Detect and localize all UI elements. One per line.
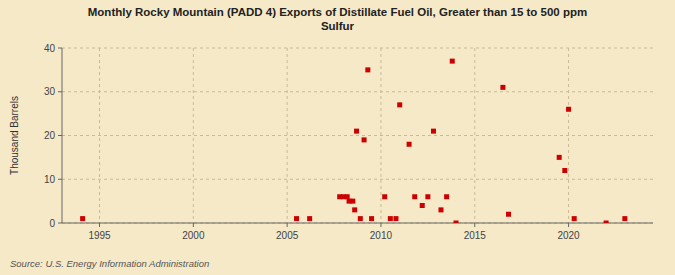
y-axis-line	[62, 48, 63, 223]
point	[506, 212, 511, 217]
point	[412, 194, 417, 199]
tick-label: 2005	[276, 230, 299, 241]
point	[420, 203, 425, 208]
grid-line	[474, 48, 475, 223]
grid-line	[193, 48, 194, 223]
grid-line	[62, 179, 653, 180]
grid-line	[380, 48, 381, 223]
point	[350, 199, 355, 204]
point	[365, 67, 370, 72]
tick	[58, 48, 62, 49]
point	[572, 216, 577, 221]
point	[566, 107, 571, 112]
point	[358, 216, 363, 221]
grid-line	[62, 223, 653, 224]
point	[382, 194, 387, 199]
grid-line	[62, 135, 653, 136]
point	[369, 216, 374, 221]
point	[604, 221, 609, 224]
tick-label: 30	[44, 86, 56, 97]
x-axis-line	[62, 223, 653, 224]
source: Source: U.S. Energy Information Administ…	[10, 258, 209, 269]
tick	[58, 223, 62, 224]
y-axis-label: Thousand Barrels	[9, 96, 20, 175]
point	[431, 129, 436, 134]
tick	[99, 223, 100, 227]
grid	[62, 48, 653, 223]
grid-line	[287, 48, 288, 223]
point	[397, 102, 402, 107]
tick	[58, 179, 62, 180]
tick-label: 10	[44, 174, 56, 185]
tick	[287, 223, 288, 227]
tick	[474, 223, 475, 227]
point	[450, 59, 455, 64]
tick-label: 40	[44, 43, 56, 54]
point	[622, 216, 627, 221]
axes: 0 10 20 30 40 1995 2000 2005 2010 2015 2020	[44, 43, 653, 242]
point	[352, 207, 357, 212]
point	[345, 194, 350, 199]
grid-line	[62, 48, 653, 49]
tick-label: 2015	[464, 230, 487, 241]
point	[294, 216, 299, 221]
point	[444, 194, 449, 199]
tick-label: 20	[44, 130, 56, 141]
tick-label: 0	[49, 218, 55, 229]
points	[80, 59, 627, 223]
title: Monthly Rocky Mountain (PADD 4) Exports …	[88, 6, 587, 32]
tick-label: 2000	[182, 230, 205, 241]
tick-label: 2020	[557, 230, 580, 241]
point	[354, 129, 359, 134]
tick	[380, 223, 381, 227]
tick-label: 2010	[370, 230, 393, 241]
point	[562, 168, 567, 173]
point	[500, 85, 505, 90]
point	[438, 207, 443, 212]
point	[557, 155, 562, 160]
grid-line	[99, 48, 100, 223]
grid-line	[568, 48, 569, 223]
point	[388, 216, 393, 221]
grid-line	[62, 91, 653, 92]
tick	[58, 91, 62, 92]
point	[80, 216, 85, 221]
chart-container: Monthly Rocky Mountain (PADD 4) Exports …	[0, 0, 675, 275]
tick	[568, 223, 569, 227]
point	[393, 216, 398, 221]
point	[407, 142, 412, 147]
point	[454, 221, 459, 224]
point	[425, 194, 430, 199]
tick	[193, 223, 194, 227]
tick	[58, 135, 62, 136]
tick-label: 1995	[88, 230, 111, 241]
point	[307, 216, 312, 221]
point	[362, 137, 367, 142]
chart: Monthly Rocky Mountain (PADD 4) Exports …	[0, 0, 675, 275]
